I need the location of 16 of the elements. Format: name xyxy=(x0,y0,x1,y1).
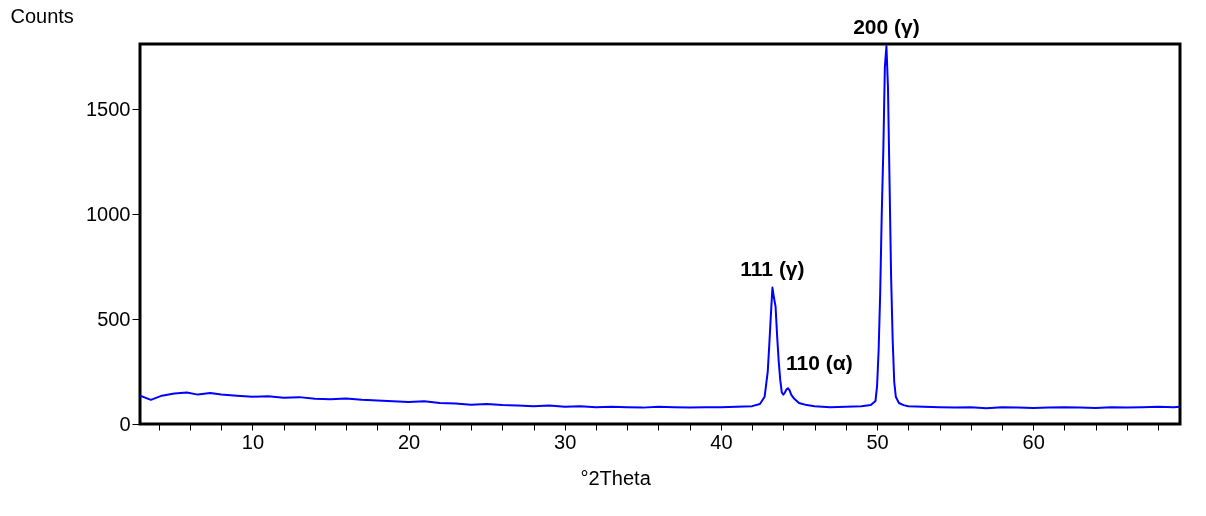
x-tick-label: 50 xyxy=(866,430,889,453)
annotation: 110 (α) xyxy=(786,351,853,375)
line-series xyxy=(140,45,1180,410)
y-axis-title: Counts xyxy=(10,4,74,27)
y-tick-label: 0 xyxy=(119,412,131,435)
y-tick-label: 1000 xyxy=(86,202,131,225)
x-axis-title: °2Theta xyxy=(580,466,652,489)
x-tick-label: 30 xyxy=(554,430,577,453)
annotation: 111 (γ) xyxy=(740,256,805,280)
y-tick-label: 500 xyxy=(97,307,131,330)
x-tick-label: 20 xyxy=(397,430,421,453)
x-tick-label: 10 xyxy=(241,430,265,453)
x-tick-label: 60 xyxy=(1022,430,1045,453)
x-tick-label: 40 xyxy=(710,430,733,453)
annotation: 200 (γ) xyxy=(853,15,920,39)
y-tick-label: 1500 xyxy=(86,97,131,120)
